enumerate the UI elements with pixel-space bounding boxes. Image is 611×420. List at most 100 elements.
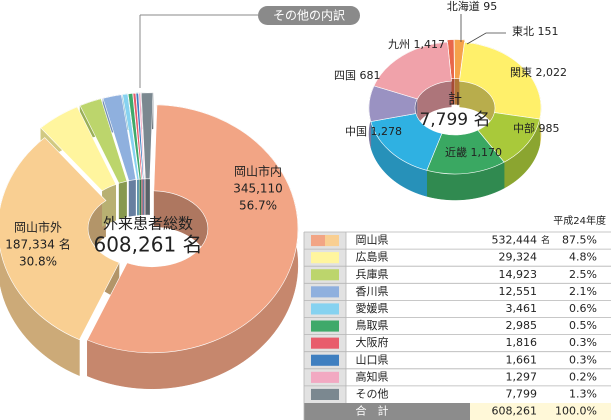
slice-inner-side [118,181,127,220]
row-name: 兵庫県 [356,267,389,281]
slice-label: 関東 2,022 [510,66,567,79]
slice-inner-side [145,178,150,215]
row-percent: 2.1% [569,285,597,298]
slice-label: 九州 1,417 [388,38,445,51]
row-name: 鳥取県 [356,318,389,332]
slice [127,93,142,180]
slice [459,42,542,120]
slice-label: 岡山市内 [234,164,282,179]
swatch [311,269,339,281]
slice [373,41,452,100]
leader-line [466,32,506,45]
slice-inner-side [451,78,455,105]
total-values [470,403,611,420]
row-name: その他 [356,387,389,400]
swatch [311,337,339,349]
row-percent: 1.3% [569,387,597,400]
center-title: 外来患者総数 [103,215,193,233]
slice-label: 中国 1,278 [345,125,402,138]
row-name: 岡山県 [356,234,389,247]
slice-inner-side [417,81,452,125]
slice-inner-side [459,81,495,139]
slice-inner-side [136,179,139,216]
swatch [311,303,339,315]
row-count: 14,923 [499,268,538,281]
row-percent: 0.3% [569,336,597,349]
row-count: 2,985 [506,319,538,332]
row-name: 広島県 [356,250,389,264]
slice [138,92,146,180]
slice-percent: 30.8% [19,255,57,269]
slice-label: 北海道 95 [447,0,498,13]
total-count: 608,261 [492,405,538,418]
swatch [311,320,339,332]
row-count: 12,551 [499,285,538,298]
center-value: 608,261 名 [93,233,202,257]
slice-value: 187,334 名 [5,237,70,252]
swatch [325,235,339,247]
slice-name: 中部 [513,121,535,135]
slice-label: 岡山市外 [14,220,62,235]
row-count: 3,461 [506,302,538,315]
slice-inner-side [128,179,136,217]
swatch [311,354,339,366]
swatch [311,286,339,298]
slice [102,94,137,182]
slice-value: 151 [538,25,559,38]
slice [86,104,299,354]
slice-inner-side [142,178,144,215]
total-row [304,403,470,420]
row-percent: 4.8% [569,251,597,264]
slice-value: 681 [360,69,381,82]
slice-name: 近畿 [445,145,467,159]
swatch [311,252,339,264]
row-percent: 2.5% [569,268,597,281]
row-name: 大阪府 [356,335,389,349]
slice-label: 中部 985 [513,121,560,135]
callout-text: その他の内訳 [273,8,345,23]
table-title: 平成24年度 [553,214,606,227]
slice-inner-side [143,178,145,215]
slice-inner-side [454,78,460,105]
slice-label: 近畿 1,170 [445,145,502,159]
slice-inner-side [141,178,143,216]
slice [122,93,140,180]
swatch [311,235,325,247]
swatch [311,388,339,400]
row-name: 山口県 [356,353,389,366]
row-percent: 0.3% [569,353,597,366]
row-count: 7,799 [506,387,538,400]
slice-inner-side [102,184,117,227]
slice-value: 95 [483,0,497,13]
slice-value: 985 [539,122,560,135]
row-percent: 87.5% [562,234,597,247]
center-title: 計 [448,92,462,108]
slice-value: 1,170 [471,146,503,159]
row-percent: 0.5% [569,319,597,332]
swatch [311,371,339,383]
slice-name: 東北 [512,25,534,38]
slice-name: 北海道 [447,0,480,13]
total-percent: 100.0% [555,405,597,418]
slice-value: 1,278 [371,125,403,138]
row-count: 29,324 [499,251,538,264]
slice-percent: 56.7% [239,199,277,213]
row-count: 1,661 [506,353,538,366]
slice-name: 中国 [345,125,367,138]
slice-value: 345,110 [233,182,283,196]
row-name: 高知県 [356,369,389,383]
callout-box [258,6,360,25]
slice-name: 九州 [388,38,410,51]
row-percent: 0.2% [569,370,597,383]
slice-inner-side [139,179,142,216]
slice [40,106,117,192]
row-percent: 0.6% [569,302,597,315]
row-count: 1,297 [506,370,538,383]
slice-value: 1,417 [414,38,446,51]
slice [140,92,154,180]
slice-label: 東北 151 [512,25,559,38]
row-name: 愛媛県 [356,301,389,315]
row-name: 香川県 [356,285,389,298]
